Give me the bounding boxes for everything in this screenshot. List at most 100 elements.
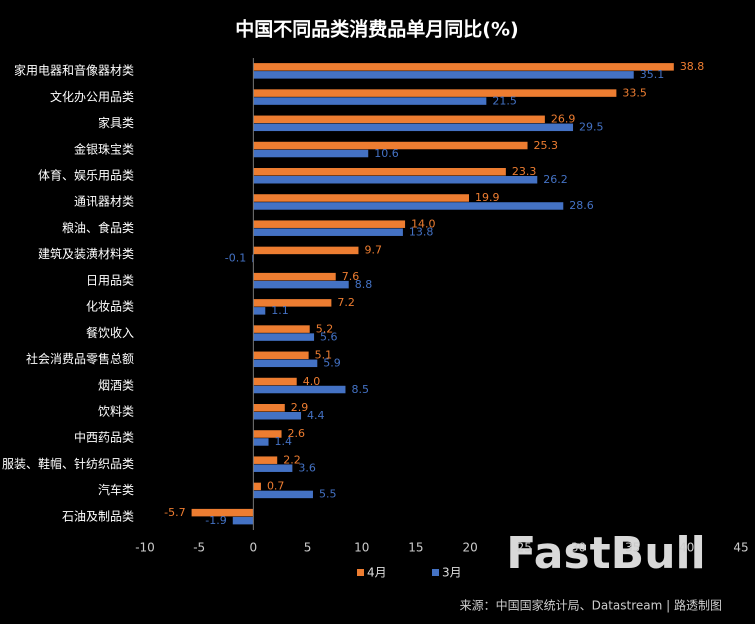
value-label: 2.9 [291,401,309,414]
bar [253,63,674,71]
bar [232,516,254,525]
watermark: FastBull [506,528,705,579]
y-tick-label: 中西药品类 [74,430,134,445]
value-label: 33.5 [622,86,647,99]
bar [253,438,269,446]
bar [252,254,254,263]
value-label: 4.4 [307,409,325,422]
bar [253,377,297,386]
bar [253,123,574,132]
bar [253,202,564,210]
value-label: 26.9 [551,113,576,126]
y-tick-label: 通讯器材类 [74,195,134,209]
bar [253,299,332,307]
bar [253,412,302,420]
value-label: 29.5 [579,121,604,134]
bar [253,333,315,341]
x-tick-label: 45 [733,541,748,555]
legend-label: 3月 [442,566,462,580]
y-tick-label: 体育、娱乐用品类 [38,168,134,183]
value-label: 38.8 [680,60,705,73]
legend-label: 4月 [367,566,387,580]
y-tick-label: 烟酒类 [98,378,134,392]
value-label: 1.1 [271,304,289,317]
value-label: 25.3 [534,139,559,152]
y-tick-label: 服装、鞋帽、针纺织品类 [2,456,134,471]
value-label: 4.0 [303,375,321,388]
bar [253,280,349,289]
x-tick-label: -10 [135,541,155,555]
bar [253,141,528,150]
y-tick-label: 金银珠宝类 [74,141,134,156]
bar [253,176,538,184]
value-label: 5.2 [316,322,334,335]
bar [253,149,369,158]
x-tick-label: 35 [625,541,640,555]
value-label: 2.2 [283,453,301,466]
bar [253,97,487,105]
x-tick-label: 25 [517,541,532,555]
x-tick-label: -5 [193,541,205,555]
y-tick-label: 粮油、食品类 [62,220,134,235]
x-tick-label: 30 [571,541,586,555]
chart-title: 中国不同品类消费品单月同比(%) [235,18,518,41]
x-tick-label: 0 [250,541,258,555]
value-label: 0.7 [267,480,285,493]
bar [253,71,634,79]
bar [253,194,470,202]
bar [253,490,313,499]
bar [253,385,346,394]
value-label: 26.2 [543,173,568,186]
bar [253,482,261,491]
bar [253,307,266,315]
y-tick-label: 家具类 [98,115,134,130]
bar [253,272,336,281]
bar [253,168,506,176]
y-tick-label: 化妆品类 [86,300,134,314]
bar [191,508,254,517]
value-label: 2.6 [288,427,306,440]
y-tick-label: 饮料类 [98,405,134,419]
legend-swatch [432,569,439,576]
value-label: 10.6 [374,147,399,160]
value-label: 28.6 [569,199,594,212]
y-tick-label: 建筑及装潢材料类 [38,246,134,261]
value-label: 8.5 [351,383,369,396]
bar [253,246,359,255]
value-label: 9.7 [364,244,382,257]
bar [253,456,278,464]
bar [253,220,406,228]
legend-swatch [357,569,364,576]
value-label: 7.6 [342,270,360,283]
value-label: 5.9 [323,357,341,370]
bar [253,430,282,438]
value-label: -0.1 [225,252,246,265]
value-label: 7.2 [337,296,355,309]
value-label: -5.7 [164,506,185,519]
value-label: 21.5 [492,94,517,107]
x-tick-label: 10 [354,541,369,555]
bar [253,115,545,124]
y-tick-label: 汽车类 [98,482,134,497]
bar [253,464,293,472]
value-label: 5.6 [320,330,338,343]
bar [253,228,403,236]
value-label: 5.1 [315,349,333,362]
value-label: 3.6 [298,461,316,474]
source-note: 来源：中国国家统计局、Datastream | 路透制图 [460,598,722,613]
x-tick-label: 40 [679,541,694,555]
value-label: 8.8 [355,278,373,291]
value-label: 5.5 [319,488,337,501]
bar [253,359,318,368]
y-tick-label: 餐饮收入 [86,325,134,340]
value-label: 23.3 [512,165,537,178]
y-tick-label: 社会消费品零售总额 [26,351,134,366]
value-label: 1.4 [275,435,293,448]
value-label: 35.1 [640,68,665,81]
y-tick-label: 文化办公用品类 [50,89,134,104]
x-tick-label: 20 [462,541,477,555]
value-label: 19.9 [475,191,500,204]
value-label: -1.9 [205,514,226,527]
bar [253,325,310,333]
